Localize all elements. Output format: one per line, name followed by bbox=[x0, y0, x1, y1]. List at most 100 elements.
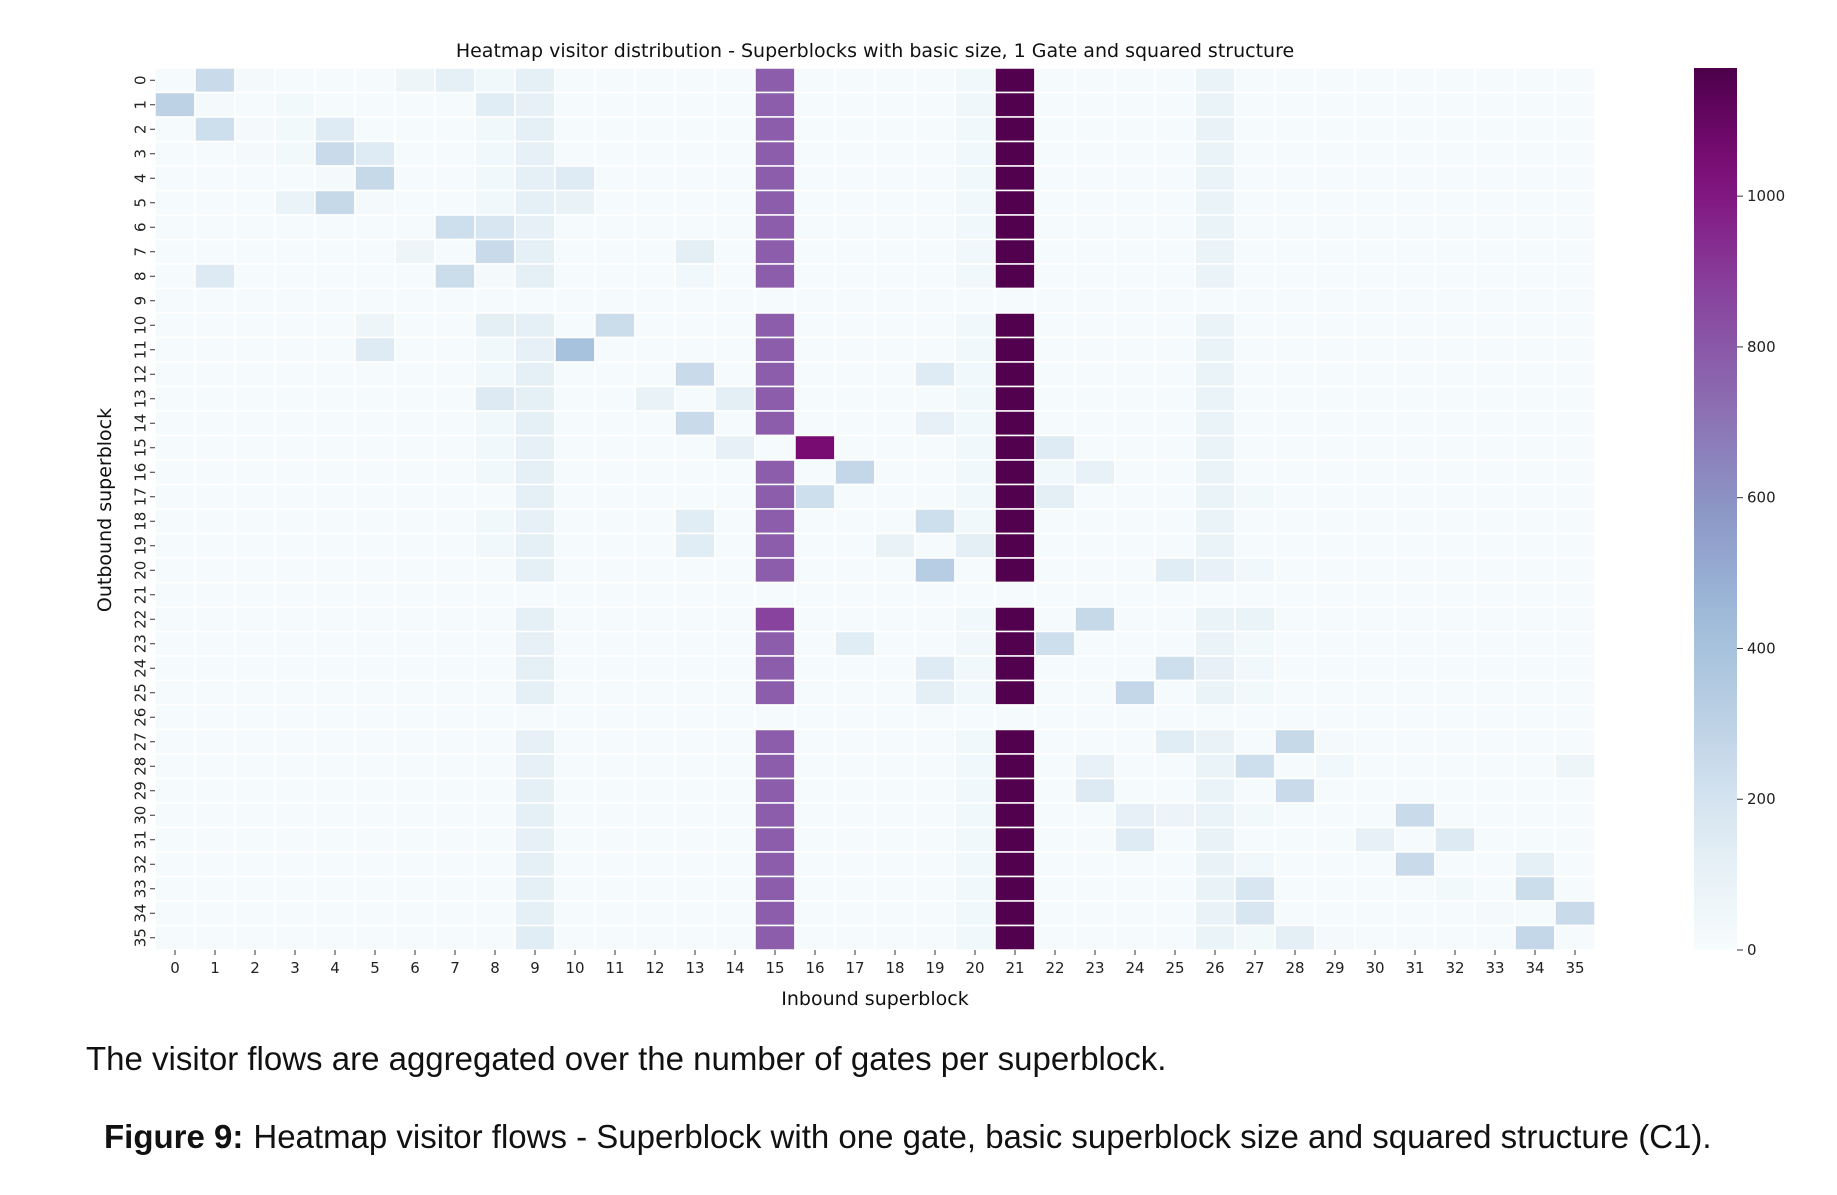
heatmap-cell bbox=[274, 777, 316, 804]
heatmap-cell bbox=[1394, 189, 1436, 216]
heatmap-cell bbox=[1154, 67, 1196, 94]
heatmap-cell bbox=[274, 802, 316, 829]
heatmap-cell bbox=[1234, 508, 1276, 535]
heatmap-cell bbox=[314, 875, 356, 902]
heatmap-cell bbox=[1554, 728, 1596, 755]
x-tick-label: 32 bbox=[1445, 959, 1464, 977]
heatmap-cell bbox=[1554, 189, 1596, 216]
heatmap-cell bbox=[914, 557, 956, 584]
heatmap-cell bbox=[1554, 214, 1596, 241]
heatmap-cell bbox=[594, 557, 636, 584]
heatmap-cell bbox=[1554, 777, 1596, 804]
heatmap-cell bbox=[1434, 606, 1476, 633]
heatmap-cell bbox=[634, 189, 676, 216]
heatmap-cell bbox=[1514, 679, 1556, 706]
heatmap-cell bbox=[1194, 900, 1236, 927]
heatmap-cell bbox=[1514, 189, 1556, 216]
heatmap-cell bbox=[914, 116, 956, 143]
y-tick-label: 2 bbox=[132, 124, 150, 134]
heatmap-cell bbox=[1154, 336, 1196, 363]
heatmap-cell bbox=[594, 581, 636, 608]
heatmap-cell bbox=[1434, 826, 1476, 853]
heatmap-cell bbox=[1154, 532, 1196, 559]
heatmap-cell bbox=[234, 336, 276, 363]
heatmap-cell bbox=[874, 336, 916, 363]
heatmap-cell bbox=[234, 802, 276, 829]
heatmap-cell bbox=[1034, 826, 1076, 853]
heatmap-cell bbox=[554, 630, 596, 657]
heatmap-cell bbox=[674, 777, 716, 804]
heatmap-cell bbox=[554, 165, 596, 192]
heatmap-cell bbox=[554, 140, 596, 167]
heatmap-cell bbox=[874, 606, 916, 633]
heatmap-cell bbox=[234, 704, 276, 731]
heatmap-cell bbox=[234, 630, 276, 657]
heatmap-cell bbox=[1194, 753, 1236, 780]
heatmap-cell bbox=[554, 704, 596, 731]
heatmap-cell bbox=[1274, 826, 1316, 853]
heatmap-cell bbox=[394, 140, 436, 167]
heatmap-cell bbox=[274, 312, 316, 339]
heatmap-cell bbox=[1234, 312, 1276, 339]
heatmap-cell bbox=[1514, 91, 1556, 118]
heatmap-cell bbox=[1354, 189, 1396, 216]
heatmap-cell bbox=[1274, 900, 1316, 927]
heatmap-cell bbox=[474, 508, 516, 535]
x-tick-label: 22 bbox=[1045, 959, 1064, 977]
heatmap-cell bbox=[754, 116, 796, 143]
heatmap-cell bbox=[1354, 924, 1396, 951]
y-tick-label: 32 bbox=[132, 855, 150, 874]
heatmap-cell bbox=[954, 214, 996, 241]
heatmap-cell bbox=[1194, 116, 1236, 143]
heatmap-cell bbox=[714, 361, 756, 388]
heatmap-cell bbox=[1274, 679, 1316, 706]
heatmap-cell bbox=[1074, 165, 1116, 192]
heatmap-cell bbox=[714, 140, 756, 167]
heatmap-cell bbox=[234, 238, 276, 265]
heatmap-cell bbox=[1514, 410, 1556, 437]
heatmap-cell bbox=[1474, 557, 1516, 584]
y-tick-label: 31 bbox=[132, 830, 150, 849]
heatmap-cell bbox=[874, 287, 916, 314]
heatmap-cell bbox=[1114, 557, 1156, 584]
heatmap-cell bbox=[554, 361, 596, 388]
x-tick-label: 26 bbox=[1205, 959, 1224, 977]
colorbar-tick-label: 200 bbox=[1747, 790, 1776, 808]
heatmap-cell bbox=[314, 777, 356, 804]
heatmap-cell bbox=[954, 704, 996, 731]
y-tick-label: 14 bbox=[132, 414, 150, 433]
heatmap-cell bbox=[1154, 802, 1196, 829]
heatmap-cell bbox=[1354, 557, 1396, 584]
heatmap-cell bbox=[354, 385, 396, 412]
heatmap-cell bbox=[1234, 704, 1276, 731]
heatmap-cell bbox=[1074, 704, 1116, 731]
heatmap-cell bbox=[514, 263, 556, 290]
heatmap-cell bbox=[634, 91, 676, 118]
heatmap-cell bbox=[834, 557, 876, 584]
heatmap-cell bbox=[954, 67, 996, 94]
heatmap-cell bbox=[674, 802, 716, 829]
heatmap-cell bbox=[394, 900, 436, 927]
heatmap-cell bbox=[474, 875, 516, 902]
heatmap-cell bbox=[994, 679, 1036, 706]
heatmap-cell bbox=[194, 116, 236, 143]
heatmap-cell bbox=[1074, 728, 1116, 755]
heatmap-cell bbox=[1474, 336, 1516, 363]
heatmap-cell bbox=[874, 165, 916, 192]
heatmap-cell bbox=[1234, 434, 1276, 461]
heatmap-cell bbox=[1314, 434, 1356, 461]
heatmap-cell bbox=[594, 704, 636, 731]
heatmap-cell bbox=[1274, 67, 1316, 94]
heatmap-cell bbox=[314, 459, 356, 486]
heatmap-cell bbox=[514, 532, 556, 559]
heatmap-cell bbox=[994, 287, 1036, 314]
heatmap-cell bbox=[1474, 753, 1516, 780]
heatmap-cell bbox=[1474, 802, 1516, 829]
heatmap-cell bbox=[234, 214, 276, 241]
heatmap-cell bbox=[914, 704, 956, 731]
heatmap-cell bbox=[794, 263, 836, 290]
heatmap-cell bbox=[1114, 434, 1156, 461]
heatmap-cell bbox=[1034, 630, 1076, 657]
heatmap-cell bbox=[514, 214, 556, 241]
heatmap-cell bbox=[1554, 263, 1596, 290]
